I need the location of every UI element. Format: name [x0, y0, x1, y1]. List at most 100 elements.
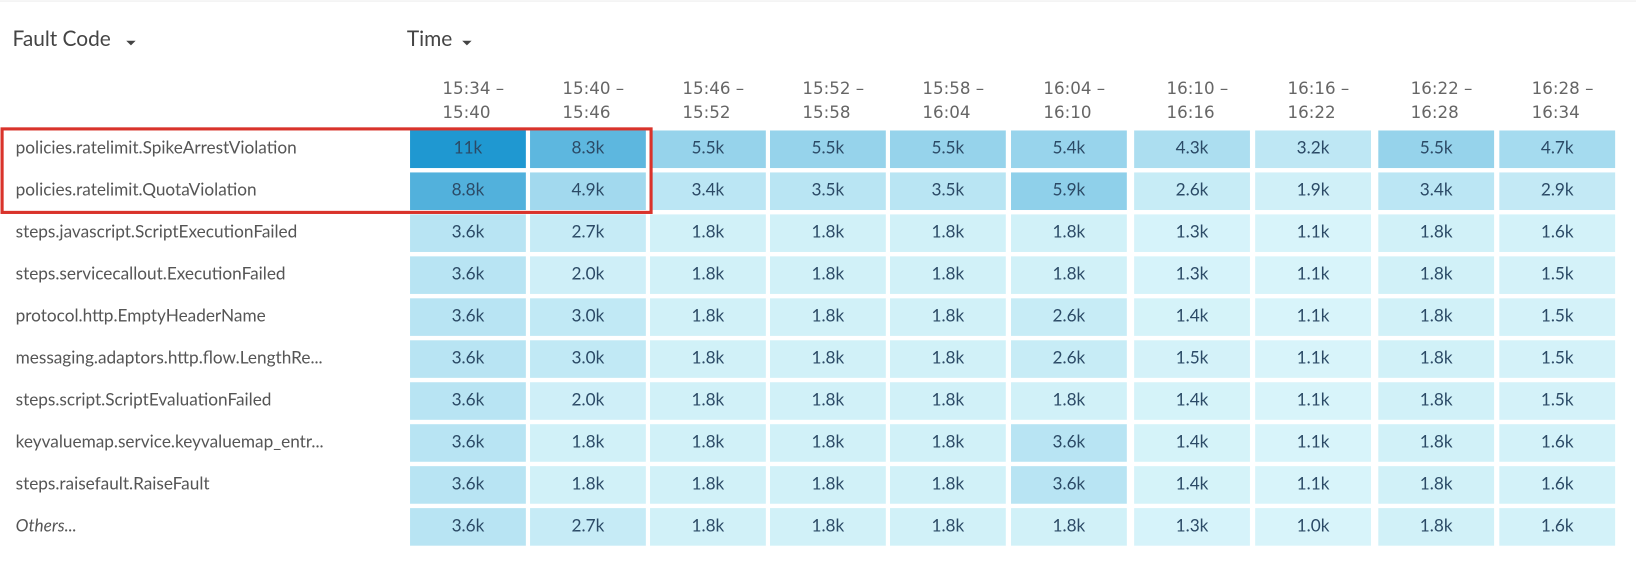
cell-label: 1.8k: [692, 430, 725, 451]
cell-label: 1.8k: [932, 346, 965, 367]
cell-label: 3.2k: [1297, 137, 1330, 158]
cell-label: 1.8k: [932, 514, 965, 535]
heat-cell: [1011, 298, 1127, 336]
heat-cell: [1499, 298, 1616, 336]
heat-cell: [1134, 382, 1250, 420]
cell-label: 1.1k: [1297, 430, 1330, 451]
heat-cell: [650, 424, 766, 462]
cell-label: 1.1k: [1297, 263, 1330, 284]
cell-label: 1.8k: [812, 221, 845, 242]
cell-label: 1.8k: [1053, 263, 1086, 284]
cell-label: 1.8k: [1420, 388, 1453, 409]
heat-cell: [1255, 508, 1371, 546]
cell-label: 1.6k: [1541, 221, 1574, 242]
time-label: 16:16 – 16:22: [1287, 78, 1350, 123]
cell-label: 1.8k: [812, 304, 845, 325]
heat-cell: [1378, 298, 1495, 336]
cell-label: 1.8k: [692, 514, 725, 535]
dropdown-caret[interactable]: [126, 40, 136, 46]
heat-cell: [410, 130, 526, 169]
heat-cell: [1378, 424, 1495, 462]
heat-cell: [1134, 130, 1250, 169]
cell-label: 1.1k: [1297, 346, 1330, 367]
cell-label: 3.0k: [572, 304, 605, 325]
cell-label: 1.6k: [1541, 514, 1574, 535]
cell-label: 1.8k: [692, 304, 725, 325]
heat-cell: [530, 172, 646, 211]
time-label: 16:10 – 16:16: [1166, 78, 1229, 123]
heat-cell: [1255, 424, 1371, 462]
heat-cell: [1134, 508, 1250, 546]
heat-cell: [650, 256, 766, 294]
cell-label: 8.3k: [572, 137, 605, 158]
cell-label: 3.6k: [452, 346, 485, 367]
heat-cell: [770, 340, 886, 378]
heat-cell: [1255, 298, 1371, 336]
row-label: protocol.http.EmptyHeaderName: [16, 304, 266, 325]
heat-cell: [770, 424, 886, 462]
cell-label: 2.6k: [1053, 304, 1086, 325]
cell-label: 1.8k: [932, 472, 965, 493]
heat-cell: [530, 214, 646, 252]
heat-cell: [1255, 256, 1371, 294]
heat-cell: [530, 466, 646, 504]
heat-cell: [1011, 172, 1127, 211]
heat-cell: [1255, 130, 1371, 169]
heat-cell: [1134, 256, 1250, 294]
cell-label: 1.8k: [932, 430, 965, 451]
heat-cell: [889, 172, 1006, 211]
cell-label: 1.8k: [932, 221, 965, 242]
heat-cell: [1134, 340, 1250, 378]
heat-cell: [1134, 298, 1250, 336]
heat-cell: [1134, 172, 1250, 211]
heat-cell: [889, 424, 1006, 462]
dropdown-caret[interactable]: [462, 40, 472, 46]
heat-cell: [530, 256, 646, 294]
highlight-box: [0, 127, 653, 214]
cell-label: 1.4k: [1176, 388, 1209, 409]
row-header[interactable]: Fault Code: [13, 26, 111, 51]
heat-cell: [889, 298, 1006, 336]
heat-cell: [1499, 340, 1616, 378]
heat-cell: [650, 298, 766, 336]
cell-label: 1.5k: [1176, 346, 1209, 367]
time-label: 16:04 – 16:10: [1043, 78, 1106, 123]
heat-cell: [410, 172, 526, 211]
heat-cell: [1011, 424, 1127, 462]
heat-cell: [530, 130, 646, 169]
cell-label: 3.5k: [932, 179, 965, 200]
cell-label: 1.8k: [1053, 388, 1086, 409]
cells: 15:34 – 15:40 15:40 – 15:46 15:46 – 15:52 1…: [16, 78, 1616, 546]
cell-label: 3.4k: [1420, 179, 1453, 200]
heat-cell: [410, 256, 526, 294]
cell-label: 3.6k: [452, 430, 485, 451]
heat-cell: [770, 130, 886, 169]
cell-label: 1.8k: [932, 304, 965, 325]
cell-label: 1.8k: [812, 430, 845, 451]
heat-cell: [1378, 466, 1495, 504]
row-label: policies.ratelimit.SpikeArrestViolation: [16, 137, 297, 158]
heat-cell: [1499, 508, 1616, 546]
cell-label: 1.8k: [1420, 304, 1453, 325]
heat-cell: [1011, 466, 1127, 504]
time-label: 15:58 – 16:04: [922, 78, 985, 123]
cell-label: 1.6k: [1541, 472, 1574, 493]
time-label: 15:40 – 15:46: [562, 78, 625, 123]
cell-label: 1.8k: [932, 388, 965, 409]
cell-label: 4.3k: [1176, 137, 1209, 158]
time-label: 15:46 – 15:52: [682, 78, 745, 123]
cell-label: 1.8k: [1420, 514, 1453, 535]
cell-label: 1.5k: [1541, 304, 1574, 325]
time-label-box: 15:34 – 15:40: [442, 78, 504, 122]
time-label-box: 16:22 – 16:28: [1411, 78, 1473, 122]
heat-cell: [1134, 424, 1250, 462]
heat-cell: [1499, 382, 1616, 420]
cell-label: 1.1k: [1297, 221, 1330, 242]
heat-cell: [889, 130, 1006, 169]
column-header[interactable]: Time: [407, 26, 452, 51]
cell-label: 1.4k: [1176, 304, 1209, 325]
heat-cell: [1255, 466, 1371, 504]
cell-label: 1.8k: [812, 346, 845, 367]
row-label: keyvaluemap.service.keyvaluemap_entr...: [16, 430, 324, 451]
